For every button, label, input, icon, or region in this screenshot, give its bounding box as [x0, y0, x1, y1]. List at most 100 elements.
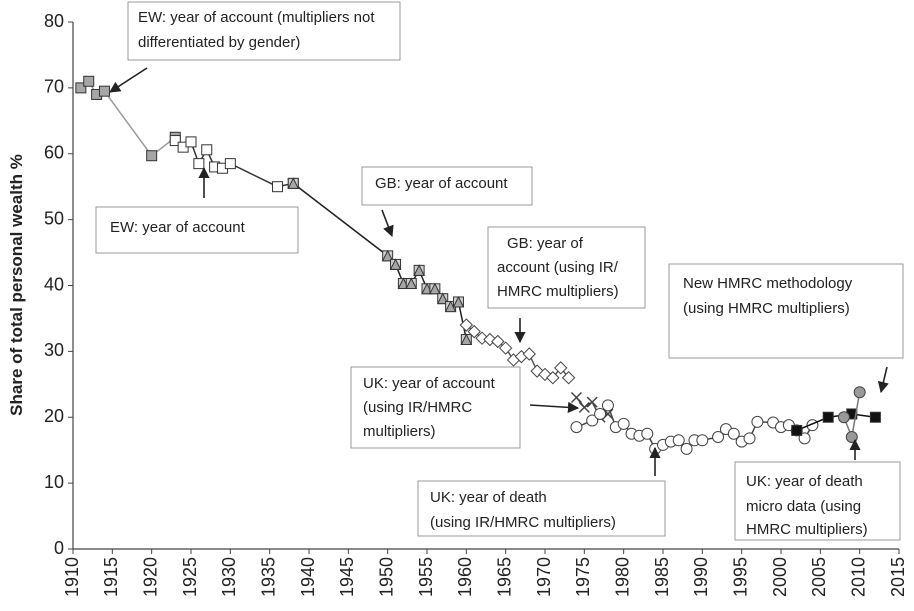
y-tick-label: 70: [44, 77, 64, 97]
data-point: [570, 421, 583, 434]
data-point: [491, 334, 505, 349]
data-point: [853, 386, 866, 399]
data-point: [696, 434, 709, 447]
data-point: [429, 282, 441, 295]
annotation-text: UK: year of death: [430, 489, 547, 506]
data-point: [381, 249, 394, 262]
annotation-arrow: [529, 401, 580, 413]
data-point: [405, 277, 418, 290]
annotation-text: EW: year of account (multipliers not: [138, 9, 375, 26]
data-point: [586, 414, 599, 427]
y-tick-label: 30: [44, 340, 64, 360]
y-tick-label: 60: [44, 143, 64, 163]
annotation-box: [734, 461, 901, 541]
data-point: [751, 415, 764, 428]
data-point: [522, 347, 536, 361]
series: [791, 408, 881, 436]
annotation-text: micro data (using: [746, 498, 861, 515]
annotation-arrow: [381, 209, 394, 238]
annotation-text: UK: year of account: [363, 375, 496, 392]
data-point: [83, 75, 95, 87]
data-point: [452, 295, 465, 308]
x-tick-label: 1915: [101, 557, 121, 597]
annotation: UK: year of death micro data (using HMRC m…: [734, 438, 901, 541]
x-tick-label: 1980: [612, 557, 632, 597]
annotation-text: HMRC multipliers): [746, 521, 868, 538]
annotation-text: GB: year of account: [375, 175, 508, 192]
x-tick-label: 2015: [888, 557, 908, 597]
x-tick-label: 2005: [809, 557, 829, 597]
annotation-box: [95, 206, 299, 254]
data-point: [570, 391, 582, 404]
series: [837, 386, 866, 444]
x-tick-label: 1985: [652, 557, 672, 597]
annotation: GB: year of account (using IR/HMRC multip…: [487, 226, 646, 344]
x-tick-label: 1945: [337, 557, 357, 597]
x-tick-label: 1955: [416, 557, 436, 597]
data-point: [169, 135, 181, 147]
annotation-text: EW: year of account: [110, 219, 246, 236]
data-point: [546, 371, 560, 385]
x-tick-label: 1990: [691, 557, 711, 597]
data-point: [460, 333, 473, 346]
annotation-box: [487, 226, 646, 309]
y-tick-label: 80: [44, 11, 64, 31]
data-point: [743, 432, 756, 445]
data-point: [837, 411, 850, 424]
x-tick-label: 1960: [455, 557, 475, 597]
y-tick-label: 0: [54, 538, 64, 558]
annotation-text: account (using IR/: [497, 259, 619, 276]
data-point: [822, 411, 834, 423]
data-point: [272, 181, 284, 193]
x-tick-label: 1965: [494, 557, 514, 597]
data-point: [75, 82, 87, 94]
data-point: [146, 150, 158, 162]
data-point: [578, 401, 590, 413]
x-tick-label: 1940: [298, 557, 318, 597]
series: [459, 318, 576, 385]
data-point: [98, 85, 110, 97]
series-line: [292, 182, 468, 340]
x-tick-label: 1970: [534, 557, 554, 597]
data-point: [791, 424, 803, 436]
data-point: [459, 318, 474, 332]
data-point: [869, 411, 881, 423]
data-point: [554, 361, 568, 375]
data-point: [561, 371, 576, 385]
annotation: GB: year of account: [361, 166, 533, 238]
data-point: [672, 434, 685, 447]
data-point: [727, 427, 740, 440]
x-tick-label: 1910: [62, 557, 82, 597]
data-point: [193, 158, 205, 170]
annotation-box: [417, 480, 666, 537]
x-tick-label: 2000: [770, 557, 790, 597]
series: [287, 177, 473, 346]
data-point: [185, 136, 197, 148]
data-point: [641, 427, 654, 440]
annotation-box: [361, 166, 533, 206]
annotation: EW: year of account: [95, 166, 299, 254]
data-point: [680, 442, 693, 455]
annotation-text: GB: year of: [507, 235, 584, 252]
annotation: UK: year of death (using IR/HMRC multipli…: [417, 446, 666, 537]
x-tick-label: 1920: [140, 557, 160, 597]
y-tick-label: 10: [44, 472, 64, 492]
x-tick-label: 1925: [180, 557, 200, 597]
y-tick-label: 40: [44, 274, 64, 294]
annotation: UK: year of account (using IR/HMRC multipl…: [350, 366, 580, 449]
x-tick-label: 1950: [376, 557, 396, 597]
annotation-box: [668, 263, 904, 359]
y-axis-label: Share of total personal wealth %: [7, 154, 26, 416]
annotation-text: HMRC multipliers): [497, 283, 619, 300]
data-point: [475, 331, 489, 345]
series: [570, 399, 819, 455]
annotation-text: multipliers): [363, 423, 436, 440]
data-point: [601, 399, 614, 412]
annotation-arrow: [877, 366, 889, 394]
annotation-text: differentiated by gender): [138, 34, 300, 51]
series: [169, 135, 299, 193]
data-point: [498, 341, 513, 355]
annotation-arrow: [109, 67, 148, 93]
data-point: [594, 407, 607, 420]
